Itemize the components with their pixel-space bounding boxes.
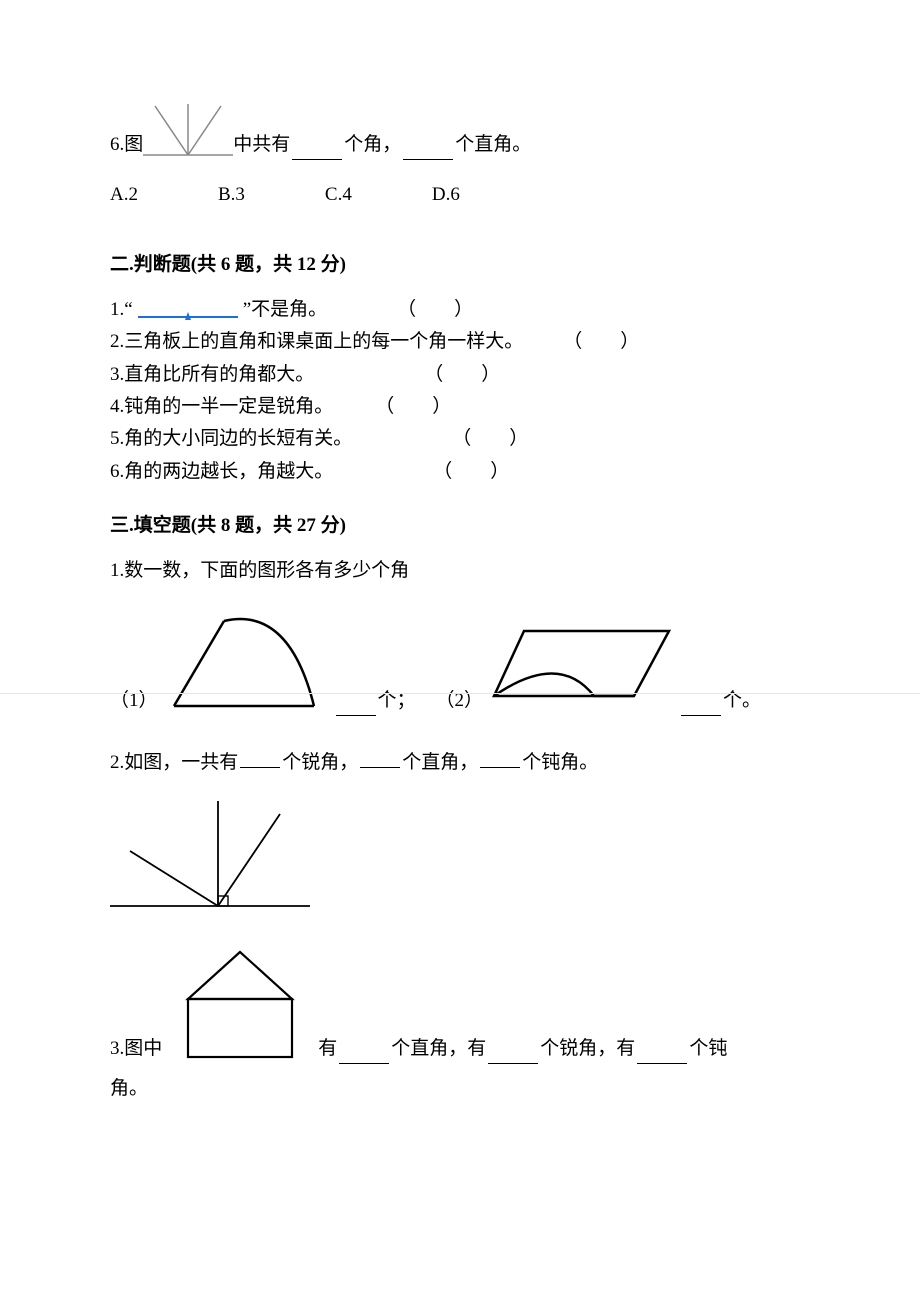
faint-rule — [0, 693, 920, 694]
judge-paren[interactable]: （ ） — [424, 360, 500, 390]
q6-blank-1[interactable] — [292, 138, 342, 160]
s3-q3-b: 个直角，有 — [391, 1034, 486, 1064]
s3-q1-figures: （1） 个； （2） 个。 — [110, 606, 810, 716]
q6-unit2: 个直角。 — [455, 130, 531, 160]
s3-q3-blank2[interactable] — [488, 1042, 538, 1064]
s3-q3-blank3[interactable] — [637, 1042, 687, 1064]
judge-paren[interactable]: （ ） — [563, 327, 639, 357]
s3-q2-prefix: 2.如图，一共有 — [110, 752, 238, 773]
s3-q2-figure — [110, 796, 810, 916]
q6-unit1: 个角， — [344, 130, 401, 160]
s3-q3-c: 个锐角，有 — [540, 1034, 635, 1064]
judge-paren[interactable]: （ ） — [433, 457, 509, 487]
option-b[interactable]: B.3 — [218, 180, 245, 210]
s3-q2-b: 个直角， — [402, 752, 478, 773]
judge-num: 3. — [110, 360, 124, 390]
judge-text: 角的大小同边的长短有关。 — [124, 424, 352, 454]
s3-q2-line: 2.如图，一共有 个锐角， 个直角， 个钝角。 — [110, 746, 810, 778]
section3-title: 三.填空题(共 8 题，共 27 分) — [110, 511, 810, 541]
s3-q2-c: 个钝角。 — [522, 752, 598, 773]
fig1-unit: 个； — [378, 686, 416, 716]
s3-q1-text: 1.数一数，下面的图形各有多少个角 — [110, 556, 810, 586]
s3-q2-blank3[interactable] — [480, 746, 520, 768]
s3-q3-tail: 角。 — [110, 1074, 810, 1104]
s3-q3-prefix: 3.图中 — [110, 1034, 162, 1064]
judge-num: 4. — [110, 392, 124, 422]
q6-mid: 中共有 — [233, 130, 290, 160]
house-figure — [170, 944, 310, 1064]
judge-item-5: 5. 角的大小同边的长短有关。 （ ） — [110, 424, 810, 454]
judge-text-b: ”不是角。 — [243, 295, 327, 325]
s3-q3-d: 个钝 — [689, 1034, 727, 1064]
judge-text: 钝角的一半一定是锐角。 — [124, 392, 333, 422]
option-c[interactable]: C.4 — [325, 180, 352, 210]
fig2-label: （2） — [436, 686, 484, 716]
s3-q3-a: 有 — [318, 1034, 337, 1064]
judge-text: 角的两边越长，角越大。 — [124, 457, 333, 487]
fig2-wrapper: （2） 个。 — [436, 616, 762, 716]
fig1-blank[interactable] — [336, 694, 376, 716]
q6-options: A.2 B.3 C.4 D.6 — [110, 180, 810, 210]
worksheet-page: 6.图 中共有 个角， 个直角。 A.2 B.3 C.4 D.6 二.判断题(共… — [0, 0, 920, 1302]
q6-blank-2[interactable] — [403, 138, 453, 160]
judge-paren[interactable]: （ ） — [397, 295, 473, 325]
judge-paren[interactable]: （ ） — [375, 392, 451, 422]
judge-item-1: 1. “ ”不是角。 （ ） — [110, 295, 810, 325]
judge-text-a: “ — [124, 295, 132, 325]
judge-item-6: 6. 角的两边越长，角越大。 （ ） — [110, 457, 810, 487]
option-d[interactable]: D.6 — [432, 180, 460, 210]
judge-num: 2. — [110, 327, 124, 357]
judge-item-4: 4. 钝角的一半一定是锐角。 （ ） — [110, 392, 810, 422]
fig2-blank[interactable] — [681, 694, 721, 716]
judge-text: 直角比所有的角都大。 — [124, 360, 314, 390]
s3-q3-blank1[interactable] — [339, 1042, 389, 1064]
section2-title: 二.判断题(共 6 题，共 12 分) — [110, 250, 810, 280]
fig2-unit: 个。 — [723, 686, 761, 716]
s3-q2-blank1[interactable] — [240, 746, 280, 768]
s3-q2-blank2[interactable] — [360, 746, 400, 768]
fig1-wrapper: （1） 个； — [110, 606, 416, 716]
fig2-shape — [489, 616, 679, 716]
judge-text: 三角板上的直角和课桌面上的每一个角一样大。 — [124, 327, 523, 357]
s3-q3-line: 3.图中 有 个直角，有 个锐角，有 个钝 — [110, 944, 810, 1064]
q6-line: 6.图 中共有 个角， 个直角。 — [110, 100, 810, 160]
blue-line-shape — [133, 295, 243, 325]
q6-angle-figure — [143, 100, 233, 160]
judge-item-3: 3. 直角比所有的角都大。 （ ） — [110, 360, 810, 390]
fig1-label: （1） — [110, 686, 158, 716]
fig1-shape — [164, 606, 334, 716]
judge-num: 1. — [110, 295, 124, 325]
q6-prefix: 6.图 — [110, 130, 143, 160]
s3-q2-a: 个锐角， — [282, 752, 358, 773]
option-a[interactable]: A.2 — [110, 180, 138, 210]
judge-num: 5. — [110, 424, 124, 454]
judge-num: 6. — [110, 457, 124, 487]
judge-item-2: 2. 三角板上的直角和课桌面上的每一个角一样大。 （ ） — [110, 327, 810, 357]
judge-paren[interactable]: （ ） — [452, 424, 528, 454]
